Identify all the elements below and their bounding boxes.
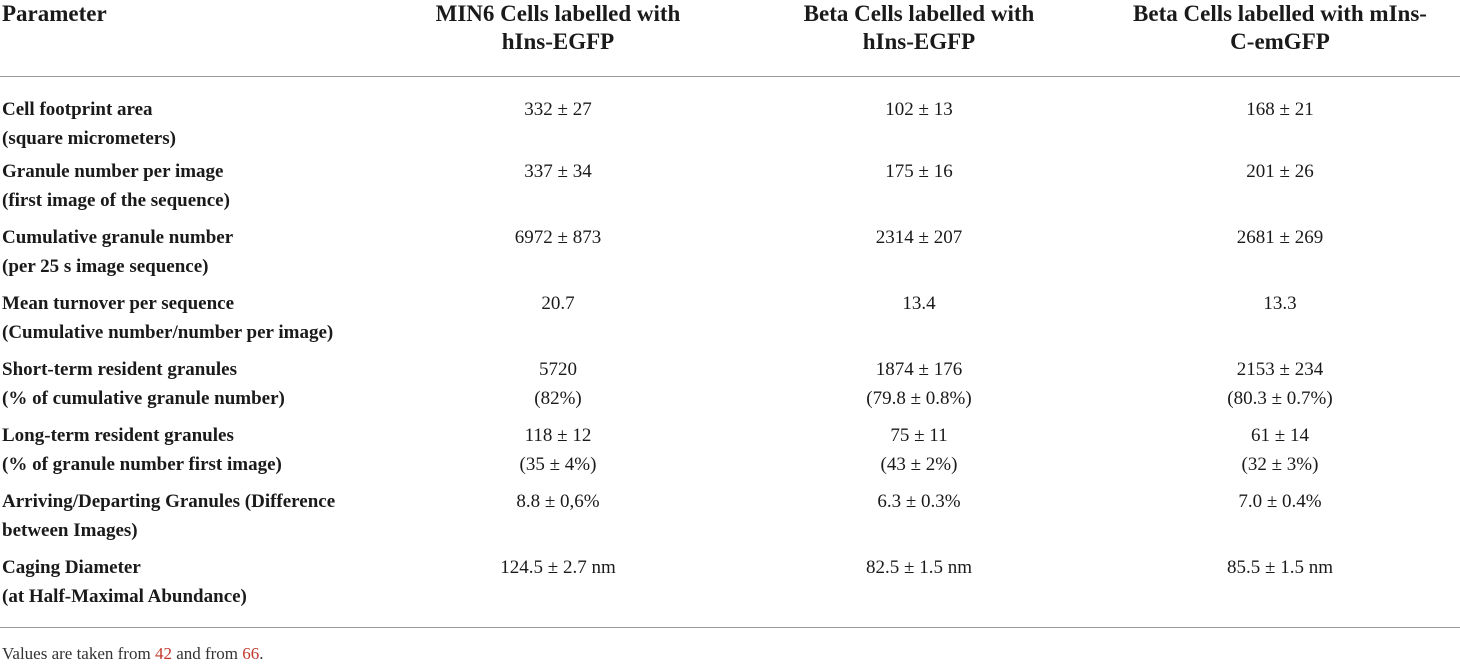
- value-cell: 332 ± 27: [524, 99, 592, 120]
- value-cell: 6.3 ± 0.3%: [877, 491, 961, 512]
- reference-link-42[interactable]: 42: [154, 644, 172, 663]
- table-row: Short-term resident granules (% of cumula…: [0, 355, 1460, 421]
- table-row: Cumulative granule number (per 25 s image…: [0, 223, 1460, 289]
- table-row: Arriving/Departing Granules (Difference b…: [0, 487, 1460, 553]
- value-cell: 13.4: [902, 293, 936, 314]
- value-cell: 61 ± 14 (32 ± 3%): [1241, 425, 1319, 475]
- value-cell: 2314 ± 207: [875, 227, 963, 248]
- header-beta-hins-egfp: Beta Cells labelled with hIns-EGFP: [738, 0, 1100, 77]
- parameter-table: Parameter MIN6 Cells labelled with hIns-…: [0, 0, 1460, 628]
- value-cell: 20.7: [541, 293, 575, 314]
- value-cell: 201 ± 26: [1246, 161, 1314, 182]
- value-cell: 124.5 ± 2.7 nm: [378, 553, 738, 628]
- value-cell: 168 ± 21: [1246, 99, 1314, 120]
- table-row: Caging Diameter (at Half-Maximal Abundanc…: [0, 553, 1460, 628]
- value-cell: 6972 ± 873: [514, 227, 602, 248]
- value-cell: 5720 (82%): [534, 359, 582, 409]
- value-cell: 337 ± 34: [524, 161, 592, 182]
- table-row: Granule number per image (first image of …: [0, 157, 1460, 223]
- value-cell: 85.5 ± 1.5 nm: [1100, 553, 1460, 628]
- value-cell: 82.5 ± 1.5 nm: [738, 553, 1100, 628]
- value-cell: 7.0 ± 0.4%: [1238, 491, 1322, 512]
- value-cell: 75 ± 11 (43 ± 2%): [880, 425, 958, 475]
- parameter-cell: Cell footprint area (square micrometers): [2, 99, 176, 149]
- parameter-cell: Long-term resident granules (% of granule…: [2, 425, 282, 475]
- parameter-cell: Caging Diameter (at Half-Maximal Abundanc…: [0, 553, 378, 628]
- table-row: Long-term resident granules (% of granule…: [0, 421, 1460, 487]
- value-cell: 1874 ± 176 (79.8 ± 0.8%): [866, 359, 972, 409]
- value-cell: 2681 ± 269: [1236, 227, 1324, 248]
- reference-link-66[interactable]: 66: [242, 644, 260, 663]
- table-footnote: Values are taken from 42 and from 66.: [2, 644, 264, 663]
- value-cell: 118 ± 12 (35 ± 4%): [519, 425, 597, 475]
- value-cell: 102 ± 13: [885, 99, 953, 120]
- header-beta-mins-emgfp: Beta Cells labelled with mIns- C-emGFP: [1100, 0, 1460, 77]
- parameter-cell: Short-term resident granules (% of cumula…: [2, 359, 285, 409]
- table-header-row: Parameter MIN6 Cells labelled with hIns-…: [0, 0, 1460, 77]
- header-min6-hins-egfp: MIN6 Cells labelled with hIns-EGFP: [378, 0, 738, 77]
- parameter-cell: Arriving/Departing Granules (Difference b…: [2, 491, 336, 541]
- value-cell: 13.3: [1263, 293, 1297, 314]
- parameter-cell: Mean turnover per sequence (Cumulative nu…: [2, 293, 334, 343]
- parameter-cell: Granule number per image (first image of …: [2, 161, 230, 211]
- table-row: Cell footprint area (square micrometers) 3…: [0, 77, 1460, 158]
- value-cell: 2153 ± 234 (80.3 ± 0.7%): [1227, 359, 1333, 409]
- header-parameter: Parameter: [0, 0, 378, 77]
- parameter-cell: Cumulative granule number (per 25 s image…: [2, 227, 234, 277]
- value-cell: 8.8 ± 0,6%: [516, 491, 600, 512]
- table-row: Mean turnover per sequence (Cumulative nu…: [0, 289, 1460, 355]
- value-cell: 175 ± 16: [885, 161, 953, 182]
